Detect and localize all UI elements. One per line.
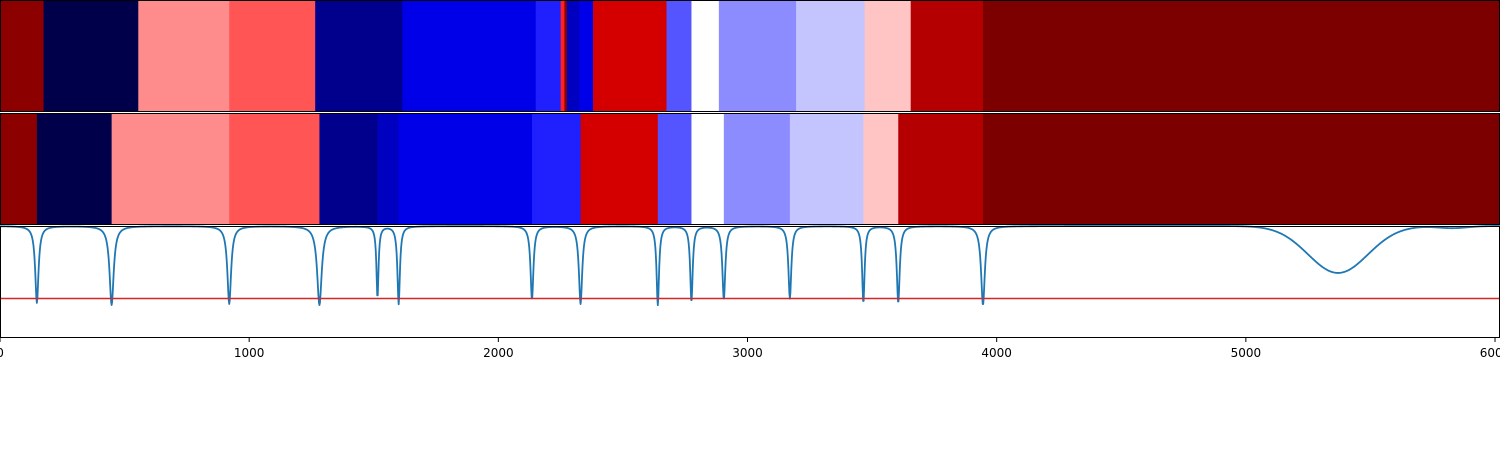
x-tick-label: 4000 (981, 346, 1012, 360)
heatmap-cell (898, 113, 984, 225)
heatmap-cell (863, 113, 899, 225)
heatmap-cell (531, 113, 581, 225)
heatmap-cell (579, 0, 594, 112)
heatmap-cell (691, 113, 725, 225)
heatmap-cell (315, 0, 403, 112)
heatmap-cell (36, 113, 113, 225)
heatmap-cell (535, 0, 562, 112)
heatmap-cell (564, 0, 568, 112)
heatmap-cell (560, 0, 565, 112)
x-tick-label: 0 (0, 346, 4, 360)
heatmap-cell (723, 113, 791, 225)
x-tick-label: 2000 (483, 346, 514, 360)
heatmap-cell (718, 0, 797, 112)
heatmap-cell (982, 0, 1500, 112)
heatmap-cell (402, 0, 537, 112)
heatmap-cell (566, 0, 580, 112)
line-panel (0, 225, 1500, 338)
heatmap-cell (0, 113, 38, 225)
heatmap-cell (398, 113, 533, 225)
heatmap-cell (138, 0, 230, 112)
heatmap-cell (111, 113, 230, 225)
x-tick-label: 3000 (732, 346, 763, 360)
x-axis: 0 1000 2000 3000 4000 5000 6000 (0, 338, 1500, 360)
heatmap-cell (593, 0, 667, 112)
x-tick-label: 6000 (1480, 346, 1500, 360)
heatmap-cell (229, 0, 316, 112)
heatmap-cell (789, 113, 864, 225)
heatmap-cell (666, 0, 692, 112)
heatmap-cell (43, 0, 139, 112)
heatmap-row-top (0, 0, 1500, 112)
heatmap-cell (691, 0, 720, 112)
heatmap-cell (319, 113, 378, 225)
x-tick-label: 5000 (1231, 346, 1262, 360)
heatmap-cell (229, 113, 320, 225)
heatmap-cell (982, 113, 1500, 225)
heatmap-cell (796, 0, 866, 112)
heatmap-row-bottom (0, 113, 1500, 225)
heatmap-cell (580, 113, 659, 225)
heatmap-cell (910, 0, 984, 112)
heatmap-cell (864, 0, 912, 112)
heatmap-cell (0, 0, 44, 112)
x-tick-label: 1000 (234, 346, 265, 360)
heatmap-cell (657, 113, 692, 225)
heatmap-cell (377, 113, 400, 225)
